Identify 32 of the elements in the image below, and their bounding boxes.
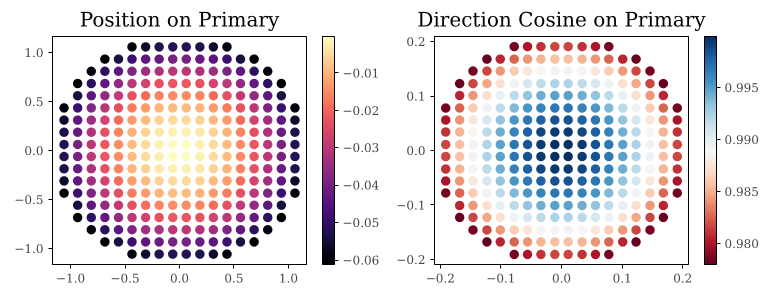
y-tick-label: 0.1 <box>406 90 426 104</box>
color-bar-label: −0.03 <box>342 141 380 156</box>
color-bar-label: −0.05 <box>342 216 380 230</box>
x-tick-label: −0.1 <box>486 272 516 286</box>
color-bar-label: −0.01 <box>342 66 380 80</box>
y-tick-label: 1.0 <box>24 46 44 60</box>
color-bar-label: −0.02 <box>342 104 380 118</box>
x-tick-label: 0.5 <box>224 272 244 286</box>
chart-title: Position on Primary <box>80 8 280 32</box>
y-tick-label: 0.0 <box>24 144 44 158</box>
color-bar-label: 0.990 <box>724 133 759 148</box>
x-tick-label: −0.5 <box>110 272 140 286</box>
y-tick-label: −0.5 <box>14 192 44 207</box>
y-tick-label: 0.2 <box>406 35 426 50</box>
color-bar-label: −0.04 <box>342 178 380 193</box>
y-tick-label: 0.0 <box>406 144 426 158</box>
x-tick-label: 0.1 <box>612 272 632 286</box>
x-tick-label: 0.2 <box>673 272 692 286</box>
y-tick-label: 0.5 <box>24 95 44 110</box>
y-tick-label: −0.1 <box>396 198 426 212</box>
x-tick-label: −0.2 <box>426 272 455 286</box>
x-tick-label: −1.0 <box>56 272 86 286</box>
color-bar-label: 0.995 <box>724 81 759 96</box>
x-tick-label: 0.0 <box>170 272 190 286</box>
y-tick-label: −1.0 <box>14 242 44 256</box>
chart-title: Direction Cosine on Primary <box>417 8 706 32</box>
color-bar-label: 0.980 <box>724 237 759 252</box>
color-bar-label: −0.06 <box>342 254 380 268</box>
color-bar-label: 0.985 <box>724 185 759 200</box>
x-tick-label: 1.0 <box>278 272 298 286</box>
x-tick-label: 0.0 <box>552 272 572 286</box>
y-tick-label: −0.2 <box>396 252 426 267</box>
